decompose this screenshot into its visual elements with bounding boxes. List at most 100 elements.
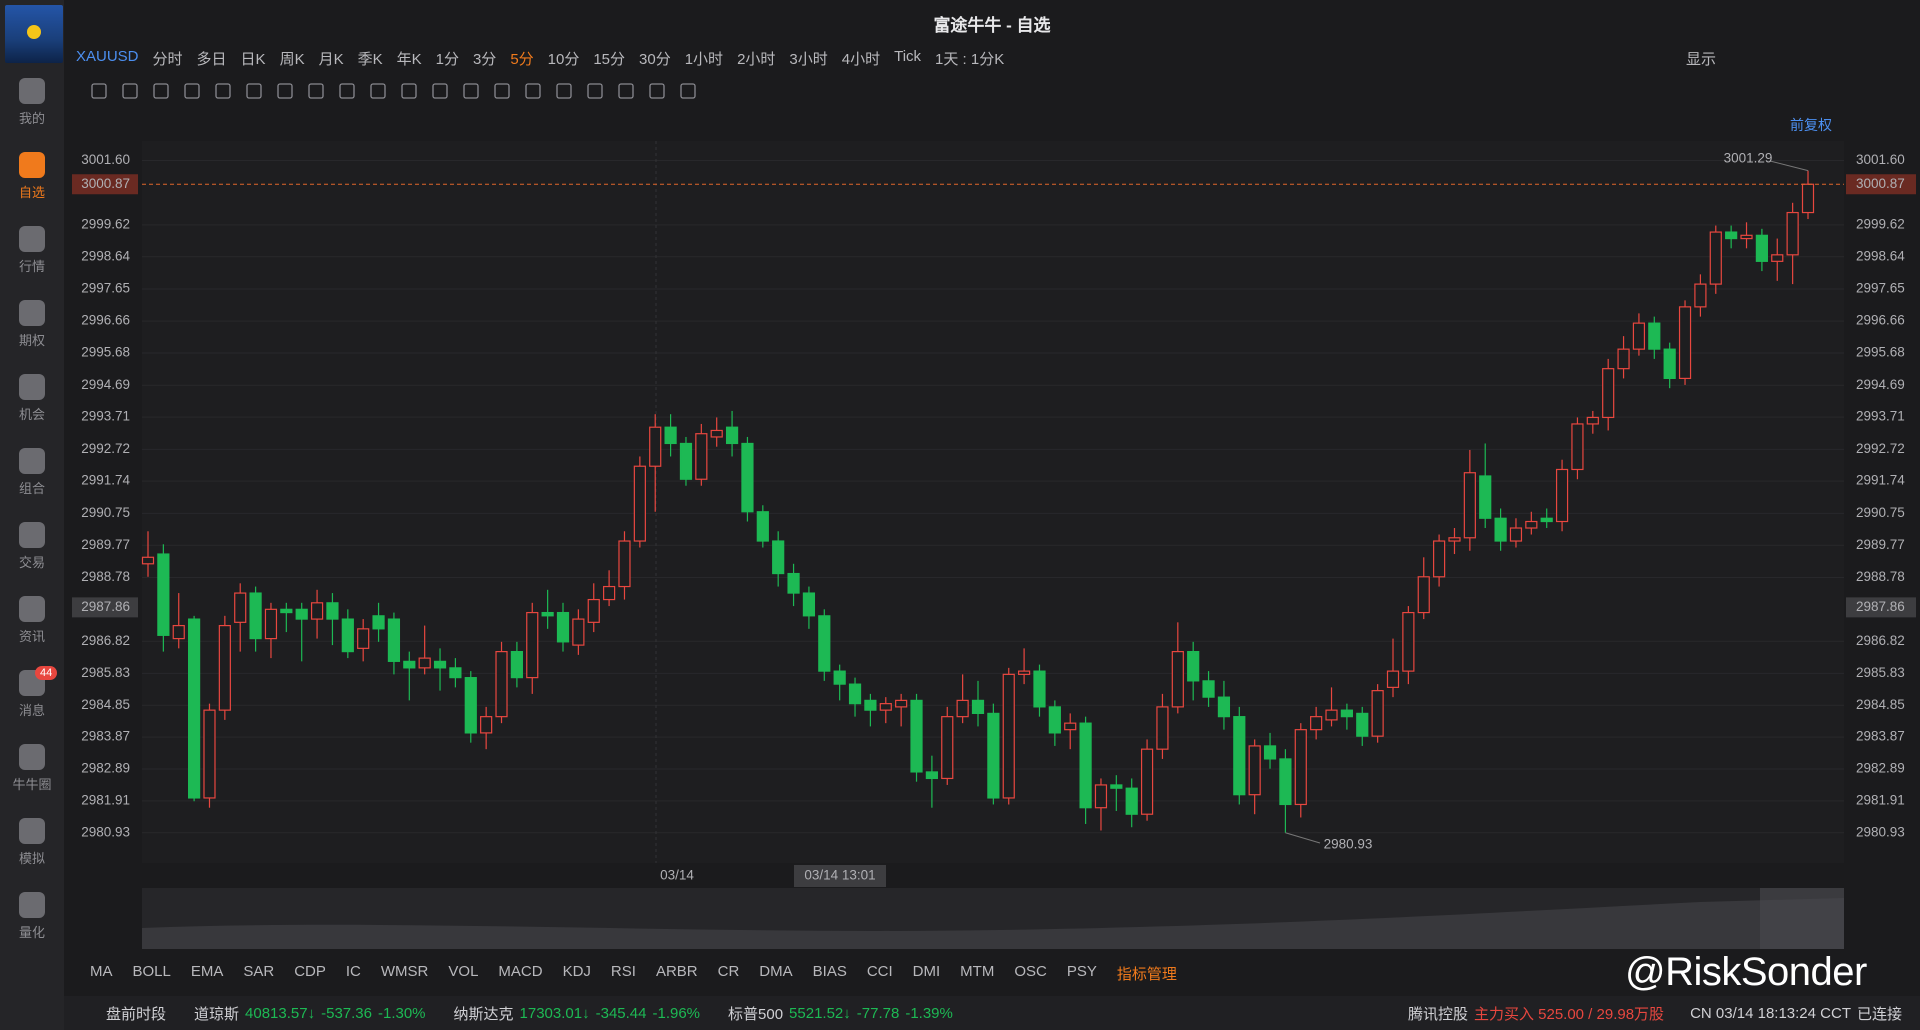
indicator-tab[interactable]: DMA: [759, 963, 793, 980]
indicator-tab[interactable]: MTM: [960, 963, 995, 980]
indicator-tab[interactable]: OSC: [1014, 963, 1047, 980]
y-tick-label: 2991.74: [81, 473, 130, 488]
y-tick-label-right: 2980.93: [1856, 824, 1905, 839]
sidebar-item[interactable]: 牛牛圈: [0, 744, 64, 793]
period-tab[interactable]: 3小时: [789, 51, 828, 68]
index-pct: -1.39%: [905, 1004, 953, 1022]
indicator-tab[interactable]: WMSR: [380, 963, 429, 980]
candle-body: [495, 651, 508, 718]
sidebar-label: 量化: [18, 925, 45, 940]
candle-body: [741, 442, 754, 513]
indicator-tab[interactable]: IC: [345, 963, 361, 980]
indicator-tab[interactable]: BOLL: [132, 963, 171, 980]
sidebar-label: 自选: [18, 185, 45, 200]
period-tab[interactable]: 月K: [318, 51, 344, 68]
period-tab[interactable]: 15分: [593, 51, 626, 68]
indicator-manage[interactable]: 指标管理: [1116, 966, 1177, 983]
y-tick-label: 2985.83: [81, 665, 130, 680]
indicator-tab[interactable]: CDP: [294, 963, 326, 980]
window-title: 富途牛牛 - 自选: [933, 16, 1051, 35]
range-select[interactable]: 1天 : 1分K: [935, 51, 1005, 68]
indicator-tab[interactable]: SAR: [243, 963, 275, 980]
period-tab[interactable]: 分时: [152, 51, 183, 68]
candle-body: [1371, 690, 1384, 737]
sidebar-label: 机会: [18, 407, 45, 422]
tool-icon: [556, 83, 572, 99]
tool-icon: [215, 83, 231, 99]
period-tab[interactable]: Tick: [894, 48, 922, 65]
candle-body: [925, 771, 938, 780]
sidebar-item[interactable]: 消息 44: [0, 666, 64, 719]
avatar[interactable]: [5, 5, 63, 63]
candle-body: [1417, 576, 1430, 614]
indicator-tab[interactable]: ARBR: [655, 963, 698, 980]
y-tick-label-right: 2998.64: [1856, 248, 1905, 263]
sidebar-item[interactable]: 量化: [0, 892, 64, 941]
period-tab[interactable]: 1小时: [684, 51, 724, 68]
period-tab[interactable]: 3分: [472, 51, 497, 68]
sidebar-icon: [19, 522, 45, 548]
indicator-tab[interactable]: BIAS: [812, 963, 847, 980]
sidebar-item[interactable]: 交易: [0, 522, 64, 571]
y-tick-label-right: 2999.62: [1856, 216, 1905, 231]
indicator-tab[interactable]: EMA: [190, 963, 224, 980]
candle-body: [1725, 231, 1738, 240]
period-tab[interactable]: 日K: [240, 51, 266, 68]
sidebar-item[interactable]: 资讯: [0, 596, 64, 645]
y-tick-label: 2984.85: [81, 697, 130, 712]
index-price: 5521.52↓: [789, 1004, 851, 1022]
y-tick-label: 2982.89: [81, 761, 130, 776]
indicator-tab[interactable]: VOL: [448, 963, 479, 980]
sidebar-item[interactable]: 组合: [0, 448, 64, 497]
candle-body: [971, 699, 985, 714]
clock: CN 03/14 18:13:24 CCT: [1690, 1004, 1851, 1022]
period-tab[interactable]: 2小时: [737, 51, 776, 68]
sidebar-item[interactable]: 期权: [0, 300, 64, 349]
indicator-tab[interactable]: DMI: [912, 963, 941, 980]
candle-body: [879, 703, 892, 711]
indicator-bar: MA BOLL EMA SAR CDP IC WMSR VOL MACD KDJ RSI ARBR CR…: [90, 963, 1197, 984]
sidebar-item[interactable]: 行情: [0, 226, 64, 275]
period-tab[interactable]: 30分: [639, 51, 671, 68]
tool-icon: [618, 83, 634, 99]
indicator-tab[interactable]: KDJ: [562, 963, 591, 980]
period-tab[interactable]: 5分: [510, 51, 534, 68]
sidebar-icon: [19, 152, 45, 178]
period-tab[interactable]: 周K: [279, 51, 305, 68]
period-tab[interactable]: 4小时: [841, 51, 881, 68]
indicator-tab[interactable]: CCI: [866, 963, 893, 980]
sidebar-label: 组合: [18, 481, 45, 496]
indicator-tab[interactable]: RSI: [610, 963, 636, 980]
period-tab[interactable]: 1分: [435, 51, 459, 68]
candle-body: [1479, 475, 1492, 519]
tool-icon: [463, 83, 479, 99]
sidebar-label: 行情: [18, 259, 45, 274]
y-tick-label-right: 2995.68: [1856, 345, 1905, 360]
period-tab[interactable]: 季K: [357, 51, 383, 68]
sidebar-item[interactable]: 我的: [0, 78, 64, 127]
sidebar-item[interactable]: 模拟: [0, 818, 64, 867]
candle-body: [910, 699, 923, 773]
adjust-toggle[interactable]: 前复权: [1790, 117, 1832, 133]
candle-body: [633, 465, 646, 542]
sidebar-item[interactable]: 自选: [0, 152, 64, 201]
display-menu[interactable]: 显示: [1686, 51, 1717, 68]
candle-body: [941, 716, 954, 780]
indicator-tab[interactable]: CR: [717, 963, 740, 980]
tool-icon: [91, 83, 107, 99]
period-tab[interactable]: 10分: [547, 51, 580, 68]
indicator-tab[interactable]: MACD: [498, 963, 543, 980]
tool-icon: [401, 83, 417, 99]
symbol[interactable]: XAUUSD: [76, 48, 139, 65]
indicator-tab[interactable]: PSY: [1066, 963, 1097, 980]
last-price-box-right: [1846, 174, 1916, 195]
y-tick-label: 2983.87: [81, 729, 130, 744]
period-tab[interactable]: 多日: [196, 51, 227, 68]
candle-body: [833, 670, 846, 685]
period-tab[interactable]: 年K: [396, 51, 422, 68]
candle-body: [1217, 696, 1231, 718]
sidebar-item[interactable]: 机会: [0, 374, 64, 423]
indicator-tab[interactable]: MA: [90, 963, 113, 980]
